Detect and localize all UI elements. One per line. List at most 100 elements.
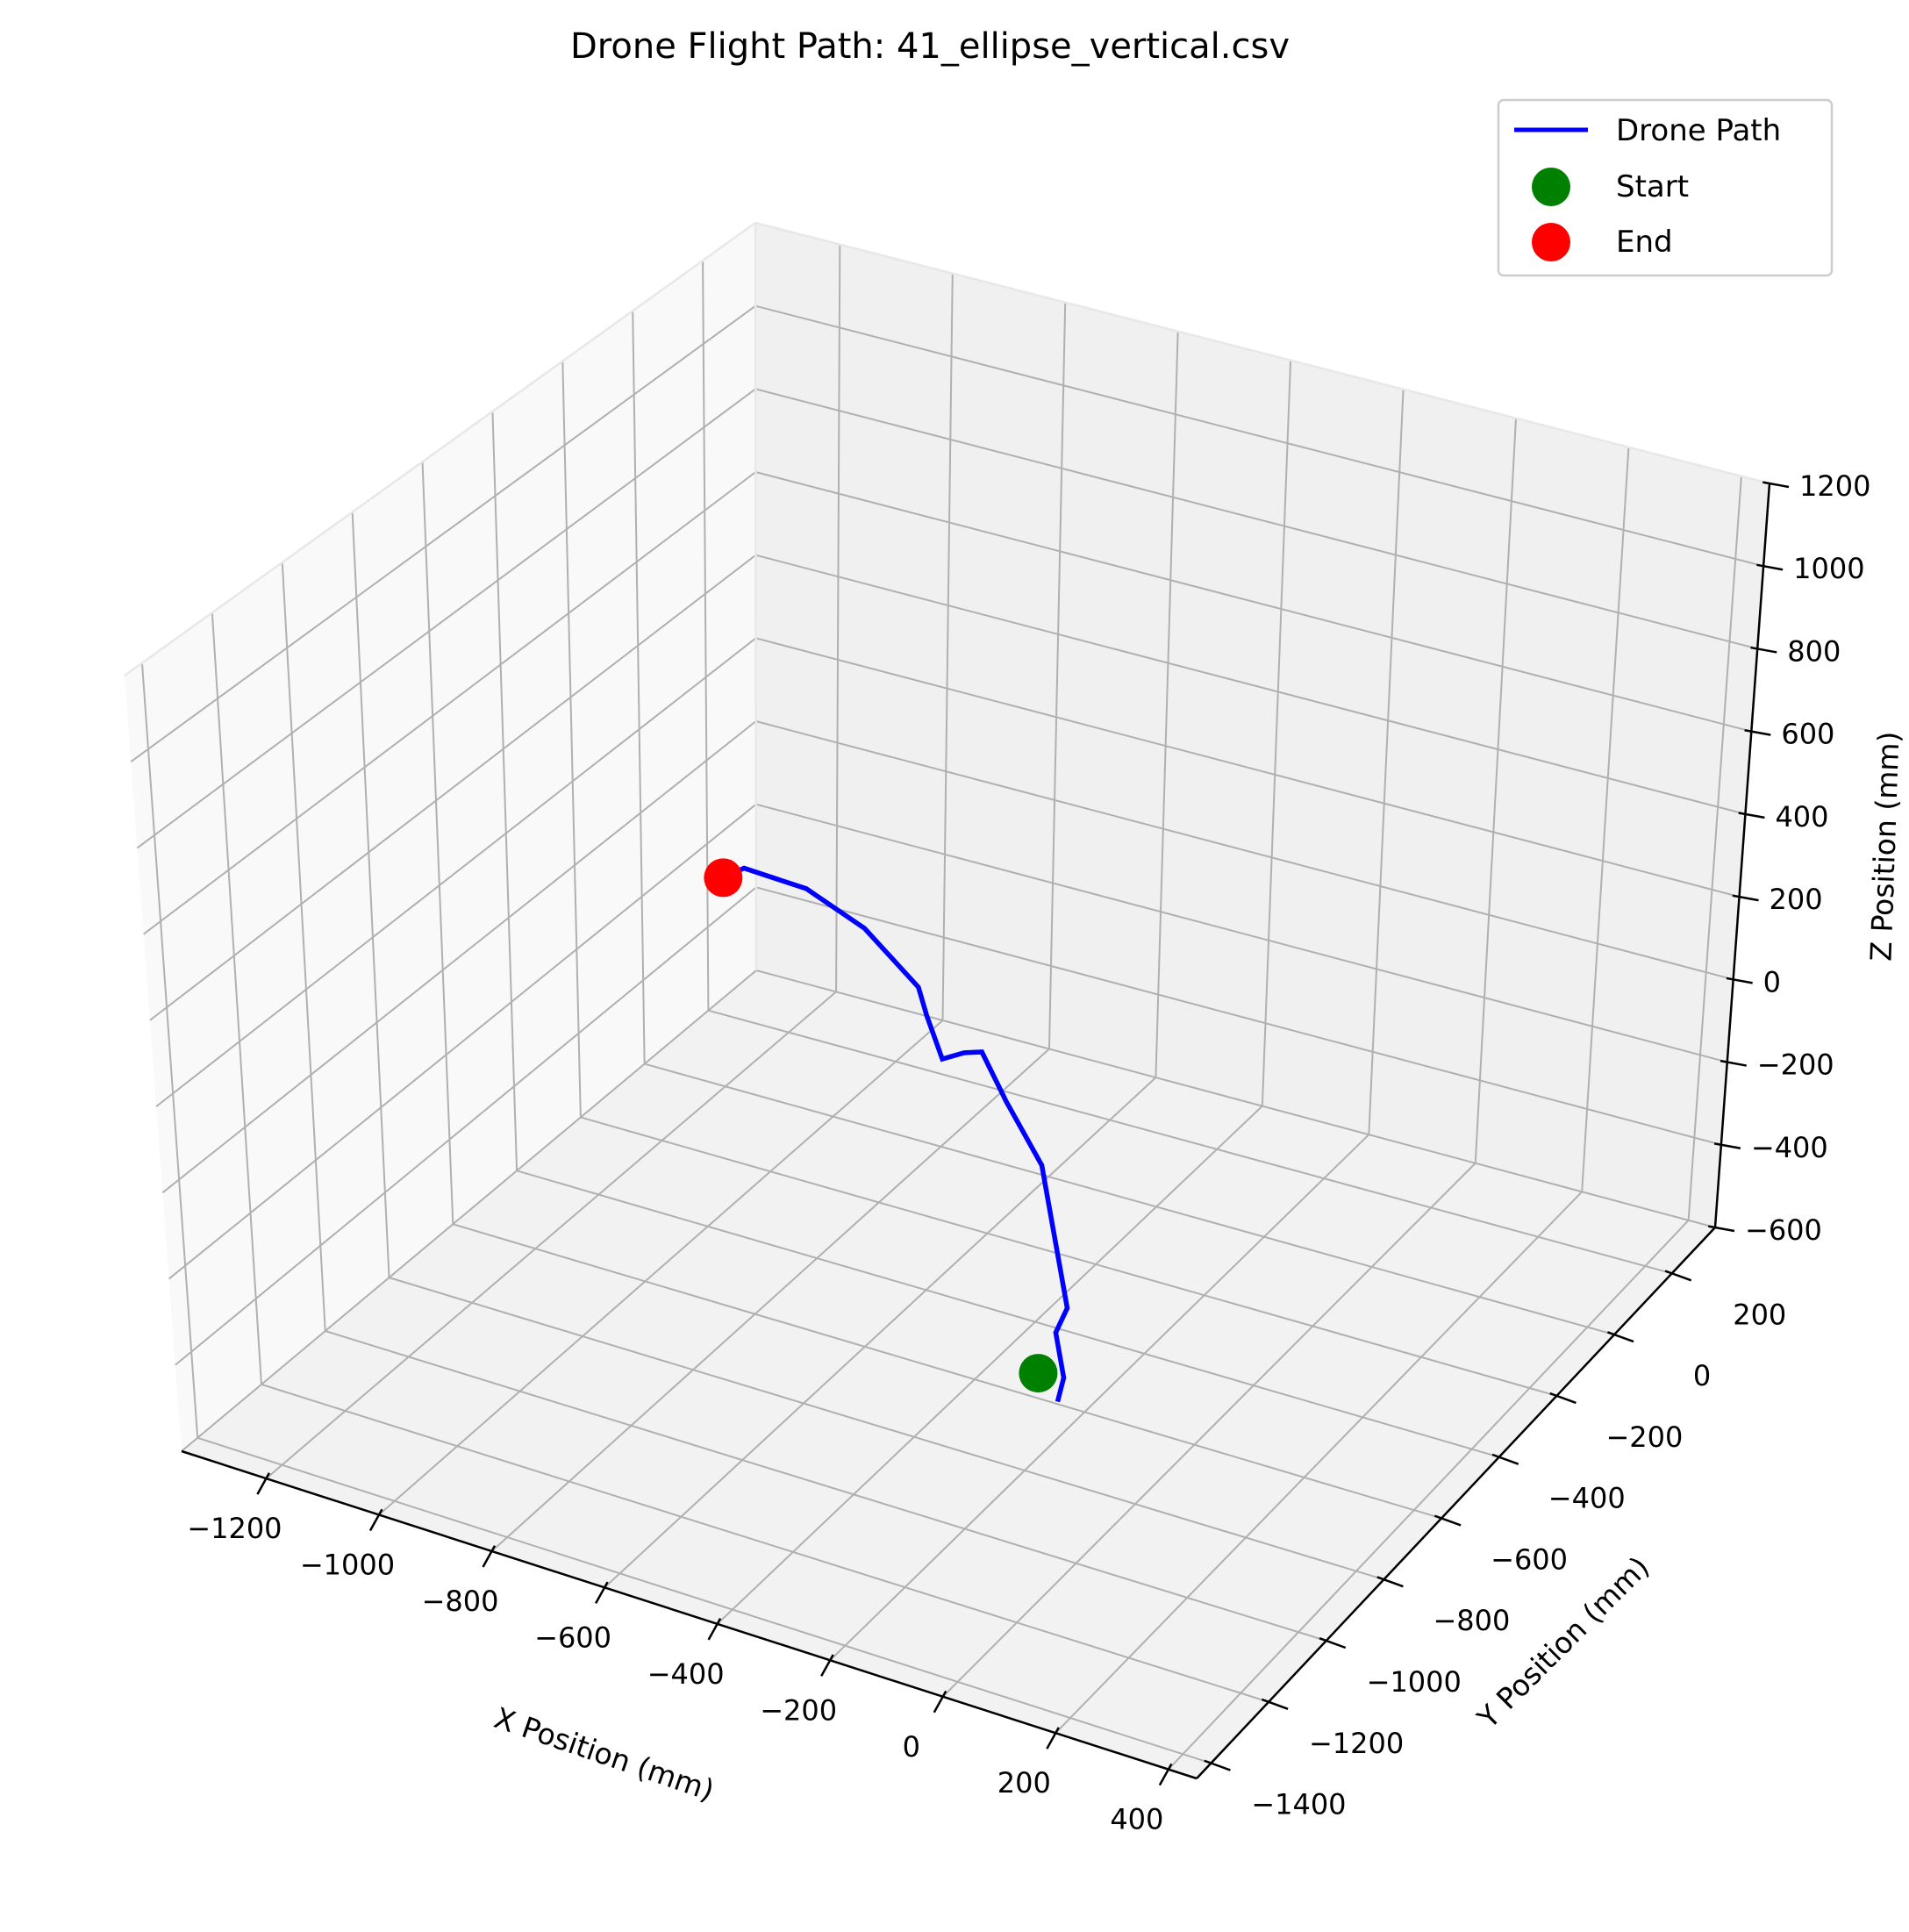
grid-floor-y <box>708 1009 1673 1275</box>
z-tick <box>1750 646 1777 654</box>
grid-back-z <box>755 803 1728 1063</box>
grid-floor-x <box>942 1163 1476 1698</box>
start-marker <box>1019 1354 1058 1393</box>
x-tick-label: −400 <box>647 1657 725 1691</box>
grid-floor-y <box>389 1277 1384 1581</box>
x-tick-label: −1000 <box>300 1549 395 1582</box>
y-tick <box>1204 1759 1231 1771</box>
y-tick-label: −1400 <box>1251 1788 1346 1821</box>
grid-floor-y <box>325 1330 1327 1642</box>
legend-start-marker <box>1532 168 1570 206</box>
y-tick <box>1491 1453 1519 1465</box>
z-tick-label: 1200 <box>1799 469 1870 503</box>
grid-left-y <box>491 411 518 1171</box>
grid-floor-x <box>716 1105 1263 1625</box>
pane-edge <box>754 222 758 971</box>
y-tick <box>1434 1514 1462 1527</box>
grid-back-z <box>754 388 1758 650</box>
legend-label-start: Start <box>1616 169 1689 204</box>
grid-back-x <box>1687 476 1742 1220</box>
y-tick <box>1664 1270 1692 1282</box>
grid-back-z <box>755 970 1716 1228</box>
grid-floor-x <box>1168 1220 1690 1771</box>
x-tick-label: −200 <box>760 1693 837 1727</box>
grid-floor-y <box>261 1383 1269 1703</box>
z-tick <box>1720 1059 1748 1067</box>
grid-left-z <box>155 637 757 1107</box>
grid-left-z <box>149 554 757 1021</box>
grid-left-z <box>130 304 756 763</box>
z-tick <box>1708 1225 1735 1233</box>
grid-floor-y <box>580 1116 1557 1397</box>
z-axis-title: Z Position (mm) <box>1863 731 1905 962</box>
x-tick-label: −1200 <box>187 1512 282 1545</box>
grid-floor-y <box>197 1436 1212 1764</box>
y-tick-label: −600 <box>1491 1542 1568 1576</box>
z-tick-label: −600 <box>1745 1213 1822 1247</box>
grid-back-z <box>754 304 1764 568</box>
drone-path-line <box>722 865 1070 1403</box>
legend: Drone Path Start End <box>1497 98 1834 277</box>
left-pane <box>125 223 756 1451</box>
grid-back-x <box>1368 389 1405 1135</box>
grid-left-z <box>168 803 757 1280</box>
x-tick <box>368 1508 383 1532</box>
z-tick-label: 0 <box>1763 965 1781 998</box>
legend-label-end: End <box>1616 225 1673 260</box>
z-tick <box>1744 729 1771 736</box>
grid-floor-x <box>604 1077 1157 1589</box>
grid-left-y <box>421 462 454 1225</box>
z-tick-label: −400 <box>1751 1131 1828 1164</box>
z-tick-label: 200 <box>1770 883 1823 916</box>
z-tick <box>1732 894 1759 902</box>
grid-left-y <box>561 361 582 1118</box>
y-tick-label: −1200 <box>1309 1727 1404 1760</box>
x-tick <box>256 1472 271 1495</box>
x-tick <box>820 1654 834 1677</box>
y-tick <box>1606 1331 1634 1343</box>
y-tick-label: −800 <box>1433 1604 1510 1637</box>
back-pane <box>755 223 1770 1227</box>
y-tick-label: 0 <box>1693 1359 1711 1392</box>
axis-lines <box>181 483 1771 1780</box>
grid-left-y <box>632 311 646 1064</box>
x-tick <box>1046 1727 1060 1750</box>
chart-title: Drone Flight Path: 41_ellipse_vertical.c… <box>570 26 1290 67</box>
grid-back-x <box>1261 360 1292 1106</box>
legend-label-path: Drone Path <box>1616 113 1781 148</box>
floor-pane <box>182 970 1715 1778</box>
x-tick <box>933 1690 947 1714</box>
end-marker <box>704 858 743 898</box>
z-tick-label: 800 <box>1787 634 1841 668</box>
x-tick <box>1158 1763 1173 1786</box>
x-tick-label: 200 <box>997 1766 1051 1800</box>
y-axis-title: Y Position (mm) <box>1470 1549 1656 1735</box>
grid-back-z <box>755 637 1740 898</box>
x-axis-line <box>181 1449 1198 1780</box>
x-tick <box>594 1581 609 1605</box>
z-tick <box>1762 481 1790 489</box>
pane-edge <box>754 221 1770 485</box>
x-tick-label: −600 <box>534 1621 611 1654</box>
y-tick <box>1549 1392 1577 1405</box>
z-axis-line <box>1713 483 1771 1228</box>
grid-left-z <box>175 886 757 1366</box>
x-tick <box>707 1617 722 1641</box>
grid-back-x <box>1474 418 1517 1163</box>
legend-end-marker <box>1532 223 1570 261</box>
grid-back-z <box>755 720 1734 981</box>
axis-panes <box>125 223 1770 1778</box>
z-tick-label: 400 <box>1775 800 1828 834</box>
series-group <box>704 858 1070 1403</box>
grid-back-z <box>755 554 1746 815</box>
grid-floor-x <box>378 1020 944 1516</box>
legend-frame <box>1497 98 1834 277</box>
grid-lines <box>124 221 1770 1771</box>
pane-edge <box>124 221 756 677</box>
x-tick-label: 400 <box>1110 1803 1163 1836</box>
grid-left-z <box>181 970 757 1452</box>
z-tick <box>1756 563 1784 571</box>
grid-floor-x <box>490 1048 1050 1552</box>
y-axis-line <box>1196 1227 1716 1779</box>
y-tick <box>1319 1637 1347 1649</box>
